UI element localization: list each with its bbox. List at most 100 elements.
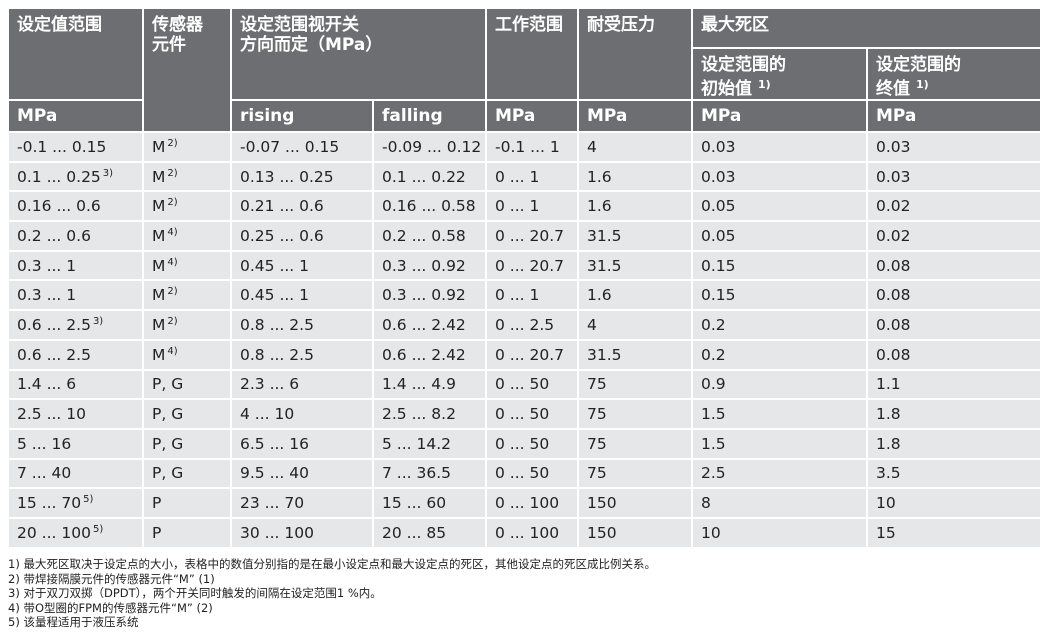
- footnote-ref: 4): [167, 226, 178, 238]
- data-cell: 15: [866, 516, 1042, 549]
- data-cell: 15 ... 70 5): [7, 487, 144, 519]
- footnote: 4) 带O型圈的FPM的传感器元件“M” (2): [8, 600, 213, 615]
- cell-text: M: [152, 345, 166, 364]
- data-row: -0.1 ... 0.15 M 2) -0.07 ... 0.15 -0.09 ... …: [7, 131, 1042, 163]
- data-cell: 0.2 ... 0.6: [7, 220, 144, 252]
- footnote-ref: 4): [167, 256, 178, 268]
- unit-cell: MPa: [691, 99, 868, 133]
- data-cell: 0.1 ... 0.22: [372, 160, 487, 193]
- data-cell: 31.5: [577, 338, 693, 371]
- data-cell: 1.5: [691, 398, 868, 430]
- data-cell: 0 ... 20.7: [485, 249, 579, 282]
- data-cell: 0 ... 50: [485, 368, 579, 401]
- data-cell: 0.21 ... 0.6: [230, 190, 374, 223]
- data-cell: 0.03: [691, 131, 868, 163]
- data-cell: 20 ... 85: [372, 516, 487, 549]
- data-cell: P, G: [142, 427, 232, 460]
- data-cell: 0 ... 50: [485, 427, 579, 460]
- header-text: 设定范围的 终值: [876, 55, 961, 99]
- data-cell: 0.05: [691, 220, 868, 252]
- data-cell: 0.08: [866, 309, 1042, 341]
- data-row: 5 ... 16 P, G 6.5 ... 16 5 ... 14.2 0 ... 50…: [7, 427, 1042, 460]
- cell-text: M: [152, 137, 166, 156]
- data-cell: 0.2: [691, 338, 868, 371]
- data-row: 0.6 ... 2.5 M 4) 0.8 ... 2.5 0.6 ... 2.42 0 .…: [7, 338, 1042, 371]
- data-row: 0.3 ... 1 M 2) 0.45 ... 1 0.3 ... 0.92 0 ... …: [7, 279, 1042, 312]
- unit-cell: falling: [372, 99, 487, 133]
- data-cell: 4: [577, 309, 693, 341]
- data-cell: P: [142, 487, 232, 519]
- data-cell: 0.02: [866, 220, 1042, 252]
- data-cell: 1.5: [691, 427, 868, 460]
- data-row: 15 ... 70 5) P 23 ... 70 15 ... 60 0 ... 100 1…: [7, 487, 1042, 519]
- data-cell: 6.5 ... 16: [230, 427, 374, 460]
- cell-text: M: [152, 226, 166, 245]
- cell-text: M: [152, 286, 166, 305]
- data-cell: 0.2: [691, 309, 868, 341]
- data-cell: 0 ... 100: [485, 487, 579, 519]
- unit-row: MPa rising falling MPa MPa MPa MPa: [7, 99, 1042, 133]
- data-cell: 0 ... 1: [485, 160, 579, 193]
- table-body: -0.1 ... 0.15 M 2) -0.07 ... 0.15 -0.09 ... …: [7, 131, 1042, 549]
- data-cell: 75: [577, 457, 693, 490]
- data-cell: 7 ... 36.5: [372, 457, 487, 490]
- data-cell: 0.16 ... 0.58: [372, 190, 487, 223]
- data-row: 1.4 ... 6 P, G 2.3 ... 6 1.4 ... 4.9 0 ... 5…: [7, 368, 1042, 401]
- data-cell: 0 ... 50: [485, 457, 579, 490]
- data-row: 0.2 ... 0.6 M 4) 0.25 ... 0.6 0.2 ... 0.58 0 …: [7, 220, 1042, 252]
- data-row: 0.6 ... 2.5 3) M 2) 0.8 ... 2.5 0.6 ... 2.42 0…: [7, 309, 1042, 341]
- footnote: 5) 该量程适用于液压系统: [8, 615, 139, 629]
- data-cell: 0.15: [691, 279, 868, 312]
- unit-cell: rising: [230, 99, 374, 133]
- cell-text: M: [152, 197, 166, 216]
- data-cell: 0.6 ... 2.42: [372, 338, 487, 371]
- unit-cell: MPa: [577, 99, 693, 133]
- data-cell: 75: [577, 368, 693, 401]
- data-cell: 0.03: [691, 160, 868, 193]
- footnote-ref: 2): [167, 286, 178, 298]
- footnote-ref: 5): [83, 494, 94, 506]
- data-cell: M 2): [142, 279, 232, 312]
- data-cell: 0.6 ... 2.5 3): [7, 309, 144, 341]
- data-cell: 20 ... 100 5): [7, 516, 144, 549]
- data-row: 0.16 ... 0.6 M 2) 0.21 ... 0.6 0.16 ... 0.58…: [7, 190, 1042, 223]
- unit-cell: MPa: [7, 99, 144, 133]
- data-cell: 0.6 ... 2.42: [372, 309, 487, 341]
- data-cell: 0.45 ... 1: [230, 249, 374, 282]
- header-cell: 设定值范围: [7, 7, 144, 101]
- data-cell: -0.1 ... 0.15: [7, 131, 144, 163]
- data-cell: 2.5 ... 10: [7, 398, 144, 430]
- data-row: 20 ... 100 5) P 30 ... 100 20 ... 85 0 ... 10…: [7, 516, 1042, 549]
- footnote-ref: 3): [102, 167, 114, 179]
- data-cell: M 2): [142, 160, 232, 193]
- data-cell: 0 ... 20.7: [485, 220, 579, 252]
- data-cell: 0.03: [866, 131, 1042, 163]
- data-cell: 1.4 ... 4.9: [372, 368, 487, 401]
- data-cell: -0.07 ... 0.15: [230, 131, 374, 163]
- data-cell: 0.9: [691, 368, 868, 401]
- data-cell: 10: [691, 516, 868, 549]
- data-cell: P: [142, 516, 232, 549]
- cell-text: M: [152, 315, 166, 334]
- data-cell: 23 ... 70: [230, 487, 374, 519]
- cell-text: M: [152, 256, 166, 275]
- footnote-ref: 1): [916, 78, 929, 91]
- header-cell: 耐受压力: [577, 7, 693, 101]
- footnote-ref: 4): [167, 345, 178, 357]
- footnote-ref: 3): [92, 315, 104, 327]
- data-cell: 2.5: [691, 457, 868, 490]
- data-cell: 150: [577, 516, 693, 549]
- footnote-ref: 2): [167, 167, 178, 179]
- data-cell: 4: [577, 131, 693, 163]
- header-cell: 设定范围视开关 方向而定（MPa）: [230, 7, 487, 101]
- data-cell: 1.8: [866, 398, 1042, 430]
- data-cell: 0 ... 1: [485, 279, 579, 312]
- unit-cell: MPa: [866, 99, 1042, 133]
- data-cell: M 4): [142, 249, 232, 282]
- data-cell: 0.2 ... 0.58: [372, 220, 487, 252]
- header-cell: 设定范围的 终值 1): [866, 47, 1042, 101]
- data-cell: 75: [577, 427, 693, 460]
- data-cell: M 2): [142, 131, 232, 163]
